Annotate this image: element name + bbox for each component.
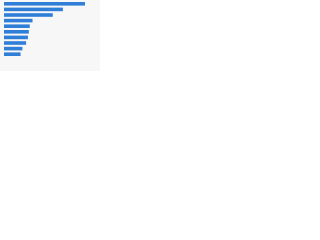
bar — [4, 41, 27, 45]
bar — [4, 13, 53, 17]
chart — [0, 0, 100, 71]
page: {"chart_data": {"type": "bar", "orientat… — [0, 0, 320, 71]
bar — [4, 24, 30, 28]
bar — [4, 7, 63, 12]
bar — [4, 46, 23, 51]
bar — [4, 2, 85, 6]
background — [0, 0, 100, 71]
bar — [4, 18, 33, 23]
bar — [4, 52, 21, 56]
bar — [4, 30, 29, 34]
bar — [4, 35, 28, 40]
